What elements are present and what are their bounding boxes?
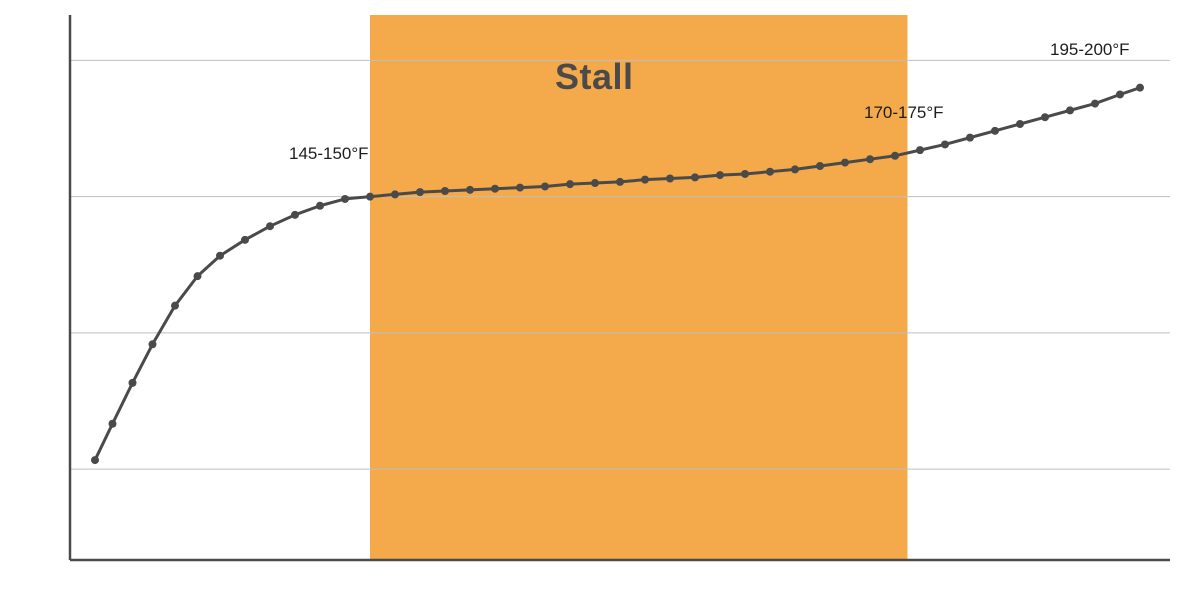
data-point [691, 173, 699, 181]
data-point [791, 165, 799, 173]
data-point [316, 202, 324, 210]
data-point [841, 159, 849, 167]
data-point [566, 180, 574, 188]
data-point [666, 175, 674, 183]
data-point [966, 134, 974, 142]
data-point [216, 252, 224, 260]
data-point [941, 140, 949, 148]
data-point [341, 195, 349, 203]
data-point [1041, 113, 1049, 121]
data-point [716, 171, 724, 179]
data-point [1091, 100, 1099, 108]
data-point [541, 182, 549, 190]
data-point [641, 176, 649, 184]
data-point [129, 379, 137, 387]
data-point [891, 152, 899, 160]
data-point [491, 185, 499, 193]
data-point [741, 170, 749, 178]
data-point [194, 272, 202, 280]
chart-canvas [0, 0, 1200, 600]
data-point [441, 187, 449, 195]
data-point [516, 184, 524, 192]
data-point [816, 162, 824, 170]
data-point [591, 179, 599, 187]
data-point [616, 178, 624, 186]
data-point [149, 340, 157, 348]
data-point [866, 155, 874, 163]
data-point [766, 168, 774, 176]
data-point [109, 420, 117, 428]
data-point [366, 193, 374, 201]
data-point [1066, 106, 1074, 114]
stall-chart: Stall 145-150°F 170-175°F 195-200°F [0, 0, 1200, 600]
data-point [291, 211, 299, 219]
data-point [1116, 90, 1124, 98]
data-point [1136, 84, 1144, 92]
data-point [91, 456, 99, 464]
data-point [241, 236, 249, 244]
data-point [466, 186, 474, 194]
data-point [1016, 120, 1024, 128]
data-point [391, 190, 399, 198]
data-point [991, 127, 999, 135]
stall-region [370, 15, 908, 560]
data-point [171, 302, 179, 310]
data-point [266, 222, 274, 230]
data-point [416, 188, 424, 196]
data-point [916, 146, 924, 154]
